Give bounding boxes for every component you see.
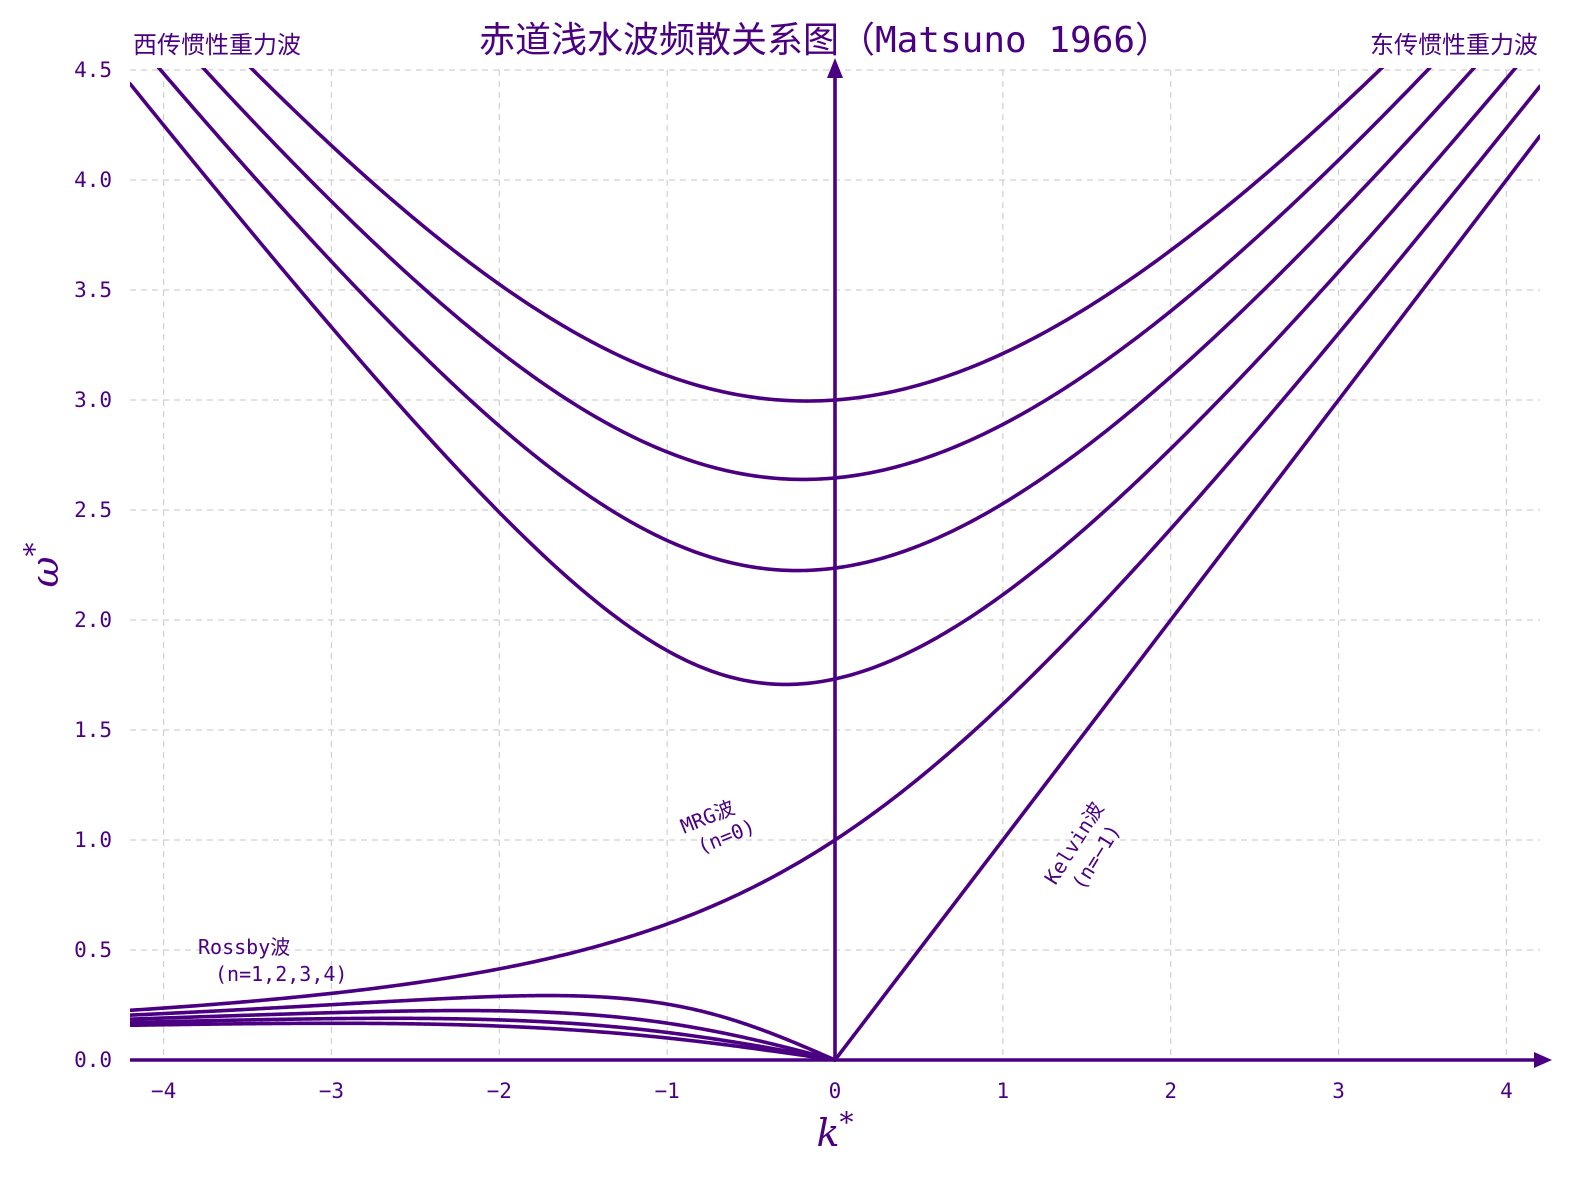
y-tick-label: 3.0	[74, 388, 112, 412]
y-tick-label: 4.5	[74, 58, 112, 82]
x-tick-label: 2	[1164, 1079, 1177, 1103]
x-tick-label: 1	[997, 1079, 1010, 1103]
x-tick-label: −4	[151, 1079, 176, 1103]
y-tick-label: 1.0	[74, 828, 112, 852]
x-tick-label: −3	[319, 1079, 344, 1103]
mrg-annotation: MRG波 (n=0)	[677, 795, 759, 858]
x-tick-label: 3	[1332, 1079, 1345, 1103]
rossby-curve-n3	[130, 1016, 837, 1062]
y-tick-label: 2.5	[74, 498, 112, 522]
chart-title: 赤道浅水波频散关系图（Matsuno 1966）	[479, 20, 1171, 61]
tick-labels: −4 −3 −2 −1 0 1 2 3 4 0.0 0.5 1.0 1.5 2.0 2.5 3.0 3.5 4.0…	[74, 58, 1513, 1103]
kelvin-annotation: Kelvin波 (n=−1)	[1039, 798, 1125, 894]
x-axis-title: k*	[816, 1106, 853, 1155]
x-tick-label: 4	[1500, 1079, 1513, 1103]
rossby-curve-n4	[130, 1021, 837, 1062]
axes	[130, 58, 1552, 1068]
y-tick-label: 2.0	[74, 608, 112, 632]
x-tick-label: −2	[487, 1079, 512, 1103]
rossby-annotation-name: Rossby波	[198, 935, 290, 959]
y-tick-label: 4.0	[74, 168, 112, 192]
y-axis-title: ω*	[18, 543, 67, 588]
corner-label-westward: 西传惯性重力波	[133, 31, 301, 59]
rossby-curve-n1	[130, 993, 837, 1062]
rossby-annotation-modes: (n=1,2,3,4)	[215, 962, 347, 986]
rossby-curve-n2	[130, 1008, 837, 1062]
x-tick-label: 0	[829, 1079, 842, 1103]
y-tick-label: 3.5	[74, 278, 112, 302]
x-tick-label: −1	[654, 1079, 679, 1103]
x-axis-arrow	[1534, 1052, 1552, 1068]
y-axis-arrow	[827, 58, 843, 78]
kelvin-curve-n-1	[833, 134, 1540, 1062]
corner-label-eastward: 东传惯性重力波	[1370, 31, 1538, 59]
y-tick-label: 0.5	[74, 938, 112, 962]
y-tick-label: 0.0	[74, 1048, 112, 1072]
y-tick-label: 1.5	[74, 718, 112, 742]
rossby-annotation: Rossby波 (n=1,2,3,4)	[198, 935, 347, 986]
